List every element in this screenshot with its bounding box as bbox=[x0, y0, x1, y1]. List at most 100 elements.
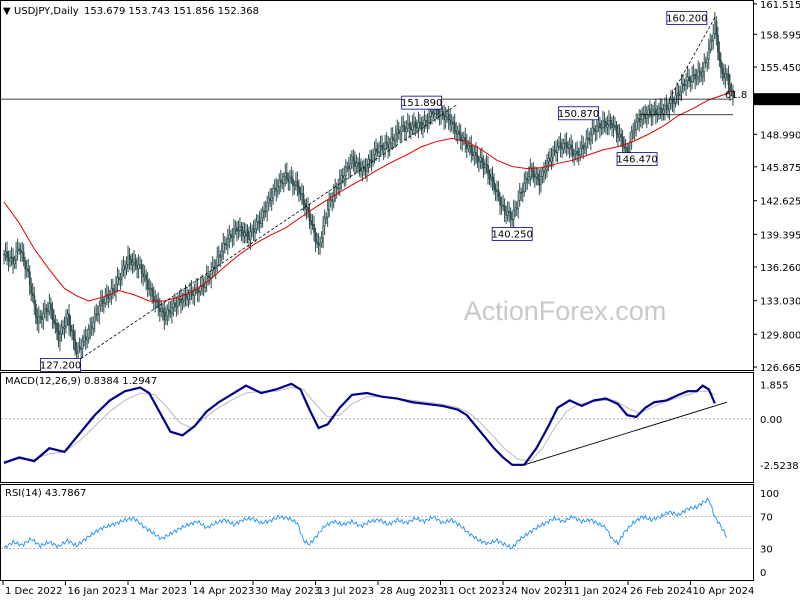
candle bbox=[152, 286, 155, 310]
candle bbox=[165, 306, 167, 325]
candle bbox=[565, 132, 568, 157]
annotation-text: 160.200 bbox=[666, 14, 707, 25]
candle bbox=[370, 149, 373, 172]
candle bbox=[260, 208, 263, 229]
candle bbox=[204, 275, 207, 293]
candle-body bbox=[685, 80, 688, 87]
candle bbox=[476, 145, 479, 168]
candle bbox=[689, 75, 692, 93]
candle bbox=[633, 119, 636, 141]
candle-body bbox=[614, 125, 617, 127]
candle-body bbox=[110, 288, 113, 296]
candle-body bbox=[337, 187, 340, 190]
candle-body bbox=[692, 74, 695, 76]
candle-body bbox=[243, 232, 246, 237]
candle bbox=[410, 121, 412, 140]
candle-body bbox=[473, 151, 476, 156]
candle bbox=[220, 242, 223, 263]
candle bbox=[408, 115, 411, 137]
candle-body bbox=[547, 157, 550, 162]
candle bbox=[615, 120, 618, 143]
candle-body bbox=[349, 163, 352, 170]
candle bbox=[267, 191, 270, 212]
candle-body bbox=[523, 182, 526, 192]
candle-body bbox=[148, 288, 151, 291]
candle-body bbox=[7, 257, 10, 262]
candle-body bbox=[711, 40, 713, 42]
date-tick-label: 24 Nov 2023 bbox=[505, 586, 569, 597]
candle bbox=[251, 224, 254, 238]
candle bbox=[543, 162, 545, 184]
candle bbox=[402, 115, 405, 133]
candle bbox=[540, 167, 542, 193]
candle bbox=[290, 166, 293, 184]
candle-body bbox=[320, 238, 323, 244]
candle bbox=[278, 173, 281, 195]
symbol-dropdown-icon[interactable]: ▼ bbox=[3, 6, 11, 17]
candle-body bbox=[37, 315, 40, 324]
candle-body bbox=[689, 80, 692, 83]
candle bbox=[493, 173, 496, 195]
candle-body bbox=[293, 184, 296, 187]
candle bbox=[257, 214, 260, 231]
candle bbox=[66, 309, 69, 327]
candle bbox=[688, 68, 691, 88]
candle bbox=[378, 141, 381, 163]
candle bbox=[245, 223, 247, 244]
macd-layer bbox=[1, 382, 753, 466]
candle bbox=[635, 113, 638, 137]
candle-body bbox=[63, 326, 66, 329]
candle-body bbox=[331, 199, 334, 202]
candle-body bbox=[258, 220, 261, 224]
candle bbox=[686, 66, 689, 90]
candle-body bbox=[459, 134, 462, 142]
candle-body bbox=[416, 127, 418, 129]
candle bbox=[57, 322, 60, 348]
price-tick-label: 155.450 bbox=[760, 63, 800, 74]
candle bbox=[549, 147, 551, 168]
candle-body bbox=[222, 243, 225, 252]
candle-body bbox=[273, 187, 276, 190]
candle-body bbox=[567, 147, 570, 149]
candle bbox=[314, 228, 317, 253]
candle bbox=[348, 156, 350, 179]
candle-body bbox=[518, 191, 521, 201]
candle-body bbox=[608, 119, 610, 126]
candle bbox=[450, 114, 453, 132]
candle-body bbox=[142, 273, 145, 278]
candle-body bbox=[629, 141, 632, 153]
candle-body bbox=[558, 142, 561, 147]
candle-body bbox=[574, 151, 577, 154]
candle bbox=[453, 113, 456, 139]
candle-body bbox=[529, 167, 532, 177]
candle-body bbox=[125, 263, 128, 269]
candle bbox=[270, 188, 273, 211]
candle bbox=[417, 111, 420, 139]
candle bbox=[558, 136, 561, 151]
candle-body bbox=[71, 330, 74, 333]
candle bbox=[499, 192, 502, 215]
candle-body bbox=[171, 307, 173, 314]
symbol-line: USDJPY,Daily bbox=[14, 6, 79, 17]
candle-body bbox=[703, 62, 706, 73]
candle-body bbox=[512, 209, 515, 220]
candle-body bbox=[33, 295, 36, 305]
candle-body bbox=[214, 265, 217, 270]
candle-body bbox=[635, 121, 638, 130]
candle-body bbox=[721, 67, 724, 74]
candle bbox=[96, 305, 99, 323]
candle-body bbox=[596, 125, 598, 133]
candle bbox=[605, 117, 607, 135]
candle-body bbox=[314, 232, 317, 243]
candle-body bbox=[556, 145, 559, 153]
candle-body bbox=[284, 172, 287, 177]
candle-body bbox=[224, 243, 226, 245]
price-tick-label: 133.030 bbox=[760, 297, 800, 308]
candle bbox=[726, 68, 728, 82]
candle-body bbox=[257, 220, 260, 223]
candle bbox=[63, 316, 66, 339]
candle bbox=[695, 69, 698, 86]
candle bbox=[50, 297, 52, 319]
candle bbox=[65, 309, 68, 334]
candle bbox=[420, 117, 423, 135]
